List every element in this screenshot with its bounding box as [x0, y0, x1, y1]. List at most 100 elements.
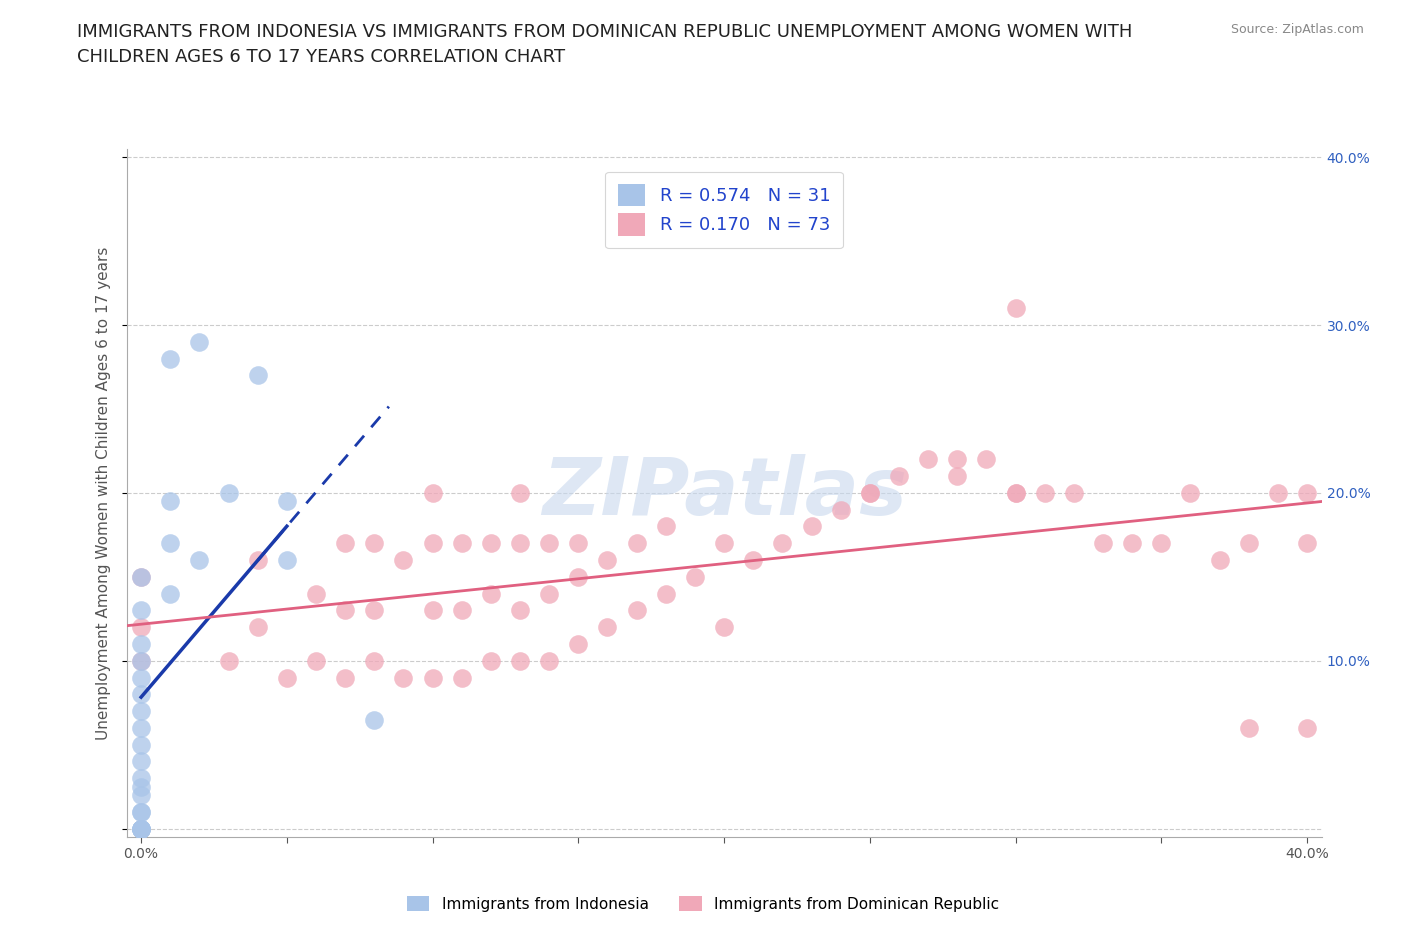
- Point: [742, 552, 765, 567]
- Point: [159, 494, 181, 509]
- Point: [1092, 536, 1115, 551]
- Point: [567, 636, 589, 651]
- Point: [422, 671, 444, 685]
- Point: [218, 485, 240, 500]
- Legend: Immigrants from Indonesia, Immigrants from Dominican Republic: Immigrants from Indonesia, Immigrants fr…: [401, 889, 1005, 918]
- Point: [917, 452, 939, 467]
- Point: [129, 804, 152, 819]
- Point: [159, 352, 181, 366]
- Point: [596, 619, 619, 634]
- Point: [1150, 536, 1173, 551]
- Point: [129, 754, 152, 769]
- Point: [276, 671, 298, 685]
- Point: [479, 536, 502, 551]
- Point: [363, 536, 385, 551]
- Point: [859, 485, 882, 500]
- Text: Source: ZipAtlas.com: Source: ZipAtlas.com: [1230, 23, 1364, 36]
- Point: [479, 586, 502, 601]
- Point: [363, 603, 385, 618]
- Point: [129, 788, 152, 803]
- Point: [246, 552, 269, 567]
- Point: [129, 653, 152, 668]
- Point: [422, 485, 444, 500]
- Point: [392, 671, 415, 685]
- Point: [333, 603, 356, 618]
- Point: [333, 536, 356, 551]
- Point: [538, 586, 561, 601]
- Point: [159, 586, 181, 601]
- Point: [1296, 721, 1319, 736]
- Point: [305, 653, 328, 668]
- Point: [246, 368, 269, 383]
- Point: [655, 519, 678, 534]
- Point: [976, 452, 998, 467]
- Point: [188, 335, 211, 350]
- Point: [1296, 485, 1319, 500]
- Point: [946, 452, 969, 467]
- Point: [538, 653, 561, 668]
- Point: [830, 502, 852, 517]
- Point: [509, 536, 531, 551]
- Point: [188, 552, 211, 567]
- Point: [683, 569, 706, 584]
- Point: [129, 779, 152, 794]
- Point: [276, 552, 298, 567]
- Point: [218, 653, 240, 668]
- Point: [129, 821, 152, 836]
- Point: [887, 469, 910, 484]
- Point: [363, 712, 385, 727]
- Point: [129, 821, 152, 836]
- Point: [129, 569, 152, 584]
- Point: [159, 536, 181, 551]
- Point: [1237, 536, 1260, 551]
- Point: [129, 721, 152, 736]
- Point: [450, 603, 472, 618]
- Point: [713, 619, 735, 634]
- Point: [363, 653, 385, 668]
- Point: [1296, 536, 1319, 551]
- Point: [538, 536, 561, 551]
- Point: [129, 821, 152, 836]
- Point: [655, 586, 678, 601]
- Point: [770, 536, 793, 551]
- Point: [626, 603, 648, 618]
- Point: [509, 485, 531, 500]
- Point: [129, 619, 152, 634]
- Point: [129, 653, 152, 668]
- Point: [392, 552, 415, 567]
- Point: [509, 653, 531, 668]
- Point: [129, 771, 152, 786]
- Point: [129, 821, 152, 836]
- Point: [1121, 536, 1143, 551]
- Point: [129, 569, 152, 584]
- Point: [859, 485, 882, 500]
- Text: IMMIGRANTS FROM INDONESIA VS IMMIGRANTS FROM DOMINICAN REPUBLIC UNEMPLOYMENT AMO: IMMIGRANTS FROM INDONESIA VS IMMIGRANTS …: [77, 23, 1133, 66]
- Point: [422, 536, 444, 551]
- Point: [305, 586, 328, 601]
- Point: [1267, 485, 1289, 500]
- Text: ZIPatlas: ZIPatlas: [541, 454, 907, 532]
- Point: [450, 671, 472, 685]
- Point: [509, 603, 531, 618]
- Point: [1208, 552, 1230, 567]
- Point: [129, 671, 152, 685]
- Point: [567, 536, 589, 551]
- Point: [129, 804, 152, 819]
- Point: [1063, 485, 1085, 500]
- Point: [1237, 721, 1260, 736]
- Point: [1180, 485, 1202, 500]
- Point: [333, 671, 356, 685]
- Point: [422, 603, 444, 618]
- Point: [129, 821, 152, 836]
- Point: [450, 536, 472, 551]
- Legend: R = 0.574   N = 31, R = 0.170   N = 73: R = 0.574 N = 31, R = 0.170 N = 73: [606, 172, 842, 248]
- Point: [1004, 485, 1026, 500]
- Point: [276, 494, 298, 509]
- Point: [129, 704, 152, 719]
- Y-axis label: Unemployment Among Women with Children Ages 6 to 17 years: Unemployment Among Women with Children A…: [96, 246, 111, 739]
- Point: [479, 653, 502, 668]
- Point: [129, 636, 152, 651]
- Point: [129, 737, 152, 752]
- Point: [129, 603, 152, 618]
- Point: [946, 469, 969, 484]
